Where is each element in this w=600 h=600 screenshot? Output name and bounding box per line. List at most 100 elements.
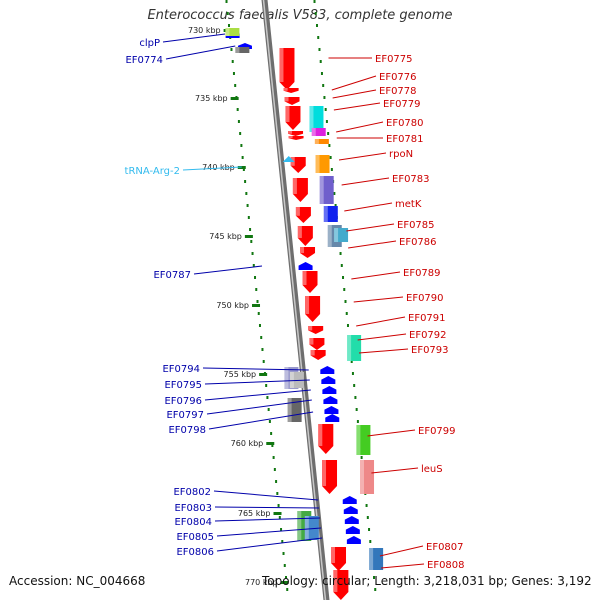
gc-content-dot	[374, 588, 377, 591]
gc-skew-dot	[225, 0, 228, 3]
forward-gene-shade	[288, 136, 293, 139]
gc-skew-dot	[260, 336, 263, 339]
forward-gene-label: EF0780	[386, 118, 424, 129]
reverse-gene-label-leader	[208, 411, 314, 430]
reverse-gene-label-leader	[216, 527, 322, 537]
forward-gene-label-leader	[344, 202, 393, 212]
forward-gene-label-leader	[357, 333, 407, 341]
reverse-gene-label-leader	[204, 389, 311, 401]
gc-content-dot	[334, 204, 337, 207]
forward-gene-shade	[284, 97, 289, 102]
gc-content-dot	[369, 540, 372, 543]
kbp-tick	[252, 304, 261, 307]
gene-category-shade	[347, 335, 352, 361]
gene-category-shade	[314, 139, 319, 144]
forward-gene-label: EF0775	[375, 54, 413, 65]
gc-content-dot	[318, 48, 321, 51]
forward-gene-label-leader	[353, 296, 404, 303]
reverse-gene-label: EF0802	[173, 487, 211, 498]
forward-gene-label-leader	[336, 121, 384, 133]
kbp-tick-label: 755 kbp	[224, 370, 257, 379]
reverse-gene-arrow	[346, 536, 361, 544]
gc-skew-dot	[251, 252, 254, 255]
kbp-tick-label: 740 kbp	[202, 163, 235, 172]
gc-skew-dot	[234, 84, 237, 87]
forward-gene-label: EF0790	[406, 293, 444, 304]
trna-label: tRNA-Arg-2	[125, 166, 180, 177]
gene-category-shade	[360, 460, 365, 494]
gc-skew-dot	[268, 420, 271, 423]
forward-gene-label-leader	[367, 429, 416, 437]
reverse-gene-label: EF0787	[153, 270, 191, 281]
forward-gene-label: EF0783	[392, 174, 430, 185]
gc-skew-dot	[242, 168, 245, 171]
gene-category-shade	[311, 128, 316, 136]
gc-skew-dot	[230, 48, 233, 51]
reverse-gene-label-leader	[216, 537, 323, 552]
gc-content-dot	[327, 132, 330, 135]
gc-skew-dot	[246, 204, 249, 207]
genome-summary-text: Topology: circular; Length: 3,218,031 bp…	[262, 574, 592, 588]
gc-content-dot	[324, 108, 327, 111]
forward-gene-label: EF0808	[427, 560, 465, 571]
gc-skew-dot	[258, 324, 261, 327]
gc-content-dot	[320, 72, 323, 75]
forward-gene-label-leader	[379, 545, 424, 557]
reverse-gene-arrow	[323, 396, 338, 404]
reverse-gene-arrow	[343, 506, 358, 514]
gene-category-block	[304, 516, 319, 540]
reverse-gene-arrow	[298, 262, 313, 270]
gc-skew-dot	[240, 144, 243, 147]
gene-category-shade	[284, 367, 289, 389]
gc-skew-dot	[239, 132, 242, 135]
reverse-gene-label-leader	[214, 506, 319, 509]
gc-content-dot	[313, 0, 316, 3]
gc-skew-dot	[278, 516, 281, 519]
forward-gene-shade	[292, 178, 297, 194]
gc-content-dot	[343, 288, 346, 291]
reverse-gene-label-leader	[165, 45, 236, 60]
trna-label-leader	[182, 166, 242, 171]
forward-gene-label: metK	[395, 199, 422, 210]
gene-category-shade	[304, 516, 309, 540]
gc-skew-dot	[277, 504, 280, 507]
gc-content-dot	[355, 408, 358, 411]
gc-skew-dot	[232, 72, 235, 75]
gene-category-block	[309, 106, 324, 132]
forward-gene-label: EF0776	[379, 72, 417, 83]
kbp-tick	[273, 512, 282, 515]
reverse-gene-label: EF0794	[162, 364, 200, 375]
reverse-gene-arrow	[345, 526, 360, 534]
kbp-tick-label: 760 kbp	[231, 439, 264, 448]
gc-content-dot	[323, 96, 326, 99]
forward-gene-shade	[295, 207, 300, 216]
gc-skew-dot	[254, 276, 257, 279]
forward-gene-shade	[283, 88, 288, 91]
forward-gene-label-leader	[331, 75, 377, 91]
forward-gene-shade	[297, 226, 302, 238]
forward-gene-shade	[331, 547, 336, 563]
gene-category-block	[235, 47, 250, 53]
gene-category-shade	[287, 398, 292, 422]
gc-skew-dot	[272, 456, 275, 459]
reverse-gene-arrow	[321, 376, 336, 384]
reverse-gene-label: EF0803	[174, 503, 212, 514]
gc-content-dot	[365, 504, 368, 507]
reverse-gene-label: clpP	[139, 38, 160, 49]
gc-skew-dot	[245, 192, 248, 195]
gene-category-block	[369, 548, 384, 570]
gc-skew-dot	[286, 588, 289, 591]
reverse-gene-arrow	[322, 386, 337, 394]
forward-gene-label: EF0791	[408, 313, 446, 324]
kbp-tick	[266, 442, 275, 445]
gc-content-dot	[333, 192, 336, 195]
reverse-gene-label: EF0805	[176, 532, 214, 543]
kbp-tick-label: 745 kbp	[209, 232, 242, 241]
forward-gene-label-leader	[381, 563, 425, 569]
gc-skew-dot	[281, 540, 284, 543]
gc-skew-dot	[262, 360, 265, 363]
gc-content-dot	[330, 168, 333, 171]
reverse-gene-arrow	[342, 496, 357, 504]
gc-content-dot	[353, 384, 356, 387]
